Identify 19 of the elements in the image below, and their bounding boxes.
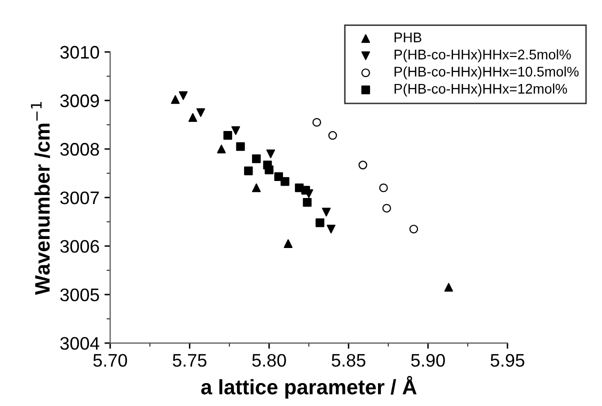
y-tick-label: 3010 [60,46,100,59]
x-tick-label: 5.85 [332,354,366,367]
x-tick-label: 5.95 [490,354,524,367]
x-tick-label: 5.70 [93,354,128,367]
y-tick-label: 3008 [60,142,99,156]
x-tick-label: 5.80 [252,354,286,367]
x-axis-title: a lattice parameter / Å [201,376,417,399]
legend-label: P(HB-co-HHx)HHx=10.5mol% [394,66,579,80]
y-tick-label: 3004 [60,337,100,350]
legend-label: PHB [394,32,422,42]
y-tick-label: 3006 [60,240,99,253]
legend-label: P(HB-co-HHx)HHx=12mol% [394,84,568,96]
x-tick-label: 5.90 [411,354,445,367]
y-tick-label: 3009 [60,94,99,108]
legend-label: P(HB-co-HHx)HHx=2.5mol% [394,49,571,62]
y-tick-label: 3005 [60,288,99,302]
y-axis-title: Wavenumber /cm$^{−1}$ [30,102,50,295]
x-tick-label: 5.75 [172,354,206,367]
y-tick-label: 3007 [60,191,99,204]
